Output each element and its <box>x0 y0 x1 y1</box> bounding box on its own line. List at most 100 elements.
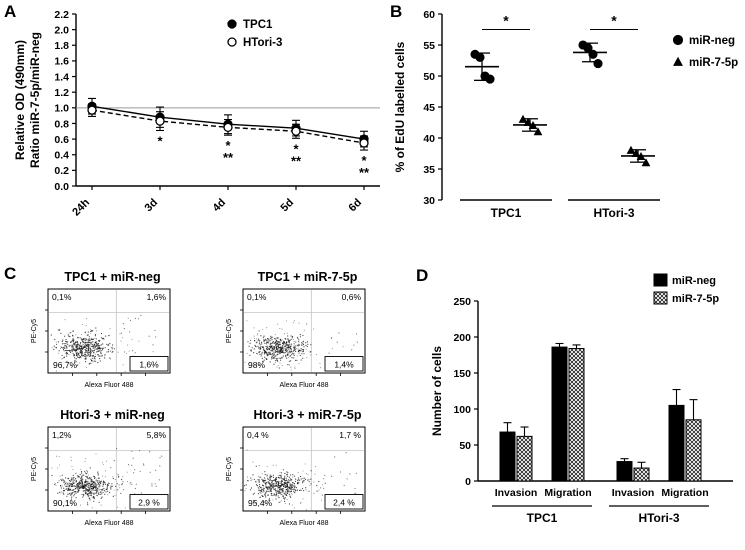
scatter-dot <box>62 348 65 351</box>
scatter-dot <box>355 472 357 474</box>
scatter-dot <box>270 350 272 352</box>
scatter-dot <box>271 350 273 352</box>
scatter-dot <box>84 484 86 486</box>
panel-a-line-chart: 0.0 0.2 0.4 0.6 0.8 1.0 1.2 1.4 1.6 1.8 2.0 2.2 24h 3… <box>13 9 380 219</box>
scatter-dot <box>293 347 295 349</box>
x-tick-label: 3d <box>143 197 161 215</box>
scatter-dot <box>84 353 86 355</box>
scatter-dot <box>293 352 295 355</box>
scatter-dot <box>273 479 275 481</box>
quadrant-pct-top-left: 0,4 % <box>247 430 269 440</box>
scatter-dot <box>275 477 277 479</box>
scatter-dot <box>269 477 271 479</box>
scatter-dot <box>84 487 86 489</box>
scatter-dot <box>74 485 76 487</box>
scatter-dot <box>96 351 98 353</box>
scatter-dot <box>266 475 268 477</box>
y-axis-label: % of EdU labelled cells <box>393 41 407 172</box>
scatter-dot <box>98 486 100 488</box>
scatter-dot <box>277 357 279 359</box>
scatter-dot <box>262 336 264 338</box>
scatter-dot <box>96 480 98 482</box>
scatter-dot <box>117 489 119 491</box>
scatter-dot <box>95 453 97 455</box>
scatter-dot <box>258 346 260 349</box>
scatter-dot <box>343 484 345 486</box>
scatter-dot <box>101 337 103 339</box>
y-tick-label: 100 <box>453 404 471 416</box>
scatter-dot <box>78 347 80 349</box>
scatter-dot <box>155 469 157 471</box>
scatter-dot <box>271 483 273 485</box>
significance-label: ** <box>291 153 302 168</box>
scatter-dot <box>266 474 268 476</box>
scatter-dot <box>152 344 154 346</box>
scatter-dot <box>92 338 94 340</box>
scatter-dot <box>96 494 98 496</box>
scatter-dot <box>275 343 277 345</box>
scatter-dot <box>258 342 260 344</box>
scatter-dot <box>86 470 88 472</box>
scatter-dot <box>88 478 90 480</box>
scatter-dot <box>88 336 90 338</box>
scatter-dot <box>88 355 90 357</box>
scatter-dot <box>122 481 124 483</box>
y-tick-label: 0.2 <box>54 165 69 177</box>
scatter-dot <box>258 330 260 332</box>
cell-line-label: HTori-3 <box>638 511 679 525</box>
scatter-dot <box>88 497 90 499</box>
scatter-dot <box>280 486 282 488</box>
scatter-dot <box>75 472 77 474</box>
scatter-dot <box>355 333 358 335</box>
scatter-dot <box>90 349 92 351</box>
scatter-dot <box>272 480 274 482</box>
scatter-dot <box>67 334 69 336</box>
scatter-dot <box>79 481 81 483</box>
legend-label: HTori-3 <box>243 37 282 49</box>
scatter-dot <box>98 346 100 349</box>
scatter-dot <box>288 360 290 362</box>
scatter-dot <box>92 486 94 488</box>
scatter-dot <box>85 488 87 490</box>
scatter-dot <box>122 475 124 478</box>
scatter-dot <box>81 323 83 326</box>
scatter-dot <box>70 489 72 491</box>
scatter-dot <box>58 455 60 458</box>
scatter-dot <box>135 483 137 485</box>
scatter-dot <box>81 351 83 353</box>
scatter-dot <box>273 363 275 365</box>
scatter-dot <box>306 345 308 348</box>
scatter-dot <box>270 476 272 478</box>
scatter-dot <box>289 484 291 486</box>
scatter-dot <box>65 350 67 352</box>
scatter-dot <box>270 353 272 355</box>
scatter-dot <box>51 467 53 469</box>
quadrant-pct-bottom-left: 98% <box>248 360 265 370</box>
scatter-dot <box>61 340 63 342</box>
scatter-dot <box>92 481 94 483</box>
scatter-dot <box>86 345 88 347</box>
scatter-dot <box>298 339 300 341</box>
scatter-dot <box>70 456 72 458</box>
scatter-dot <box>69 344 71 347</box>
scatter-dot <box>298 344 300 346</box>
scatter-dot <box>67 478 70 480</box>
scatter-dot <box>277 484 279 486</box>
scatter-dot <box>275 491 277 493</box>
scatter-dot <box>62 347 64 349</box>
scatter-dot <box>251 479 253 481</box>
scatter-dot <box>267 353 269 355</box>
scatter-dot <box>258 479 260 481</box>
scatter-dot <box>64 345 66 347</box>
scatter-dot <box>87 484 89 486</box>
scatter-dot <box>139 470 141 473</box>
scatter-dot <box>268 486 270 488</box>
scatter-dot <box>260 492 262 495</box>
scatter-dot <box>72 477 74 479</box>
scatter-dot <box>276 366 278 368</box>
scatter-dot <box>273 348 275 350</box>
scatter-dot <box>92 361 94 363</box>
scatter-dot <box>272 357 274 360</box>
scatter-dot <box>288 346 290 348</box>
scatter-dot <box>275 484 277 486</box>
